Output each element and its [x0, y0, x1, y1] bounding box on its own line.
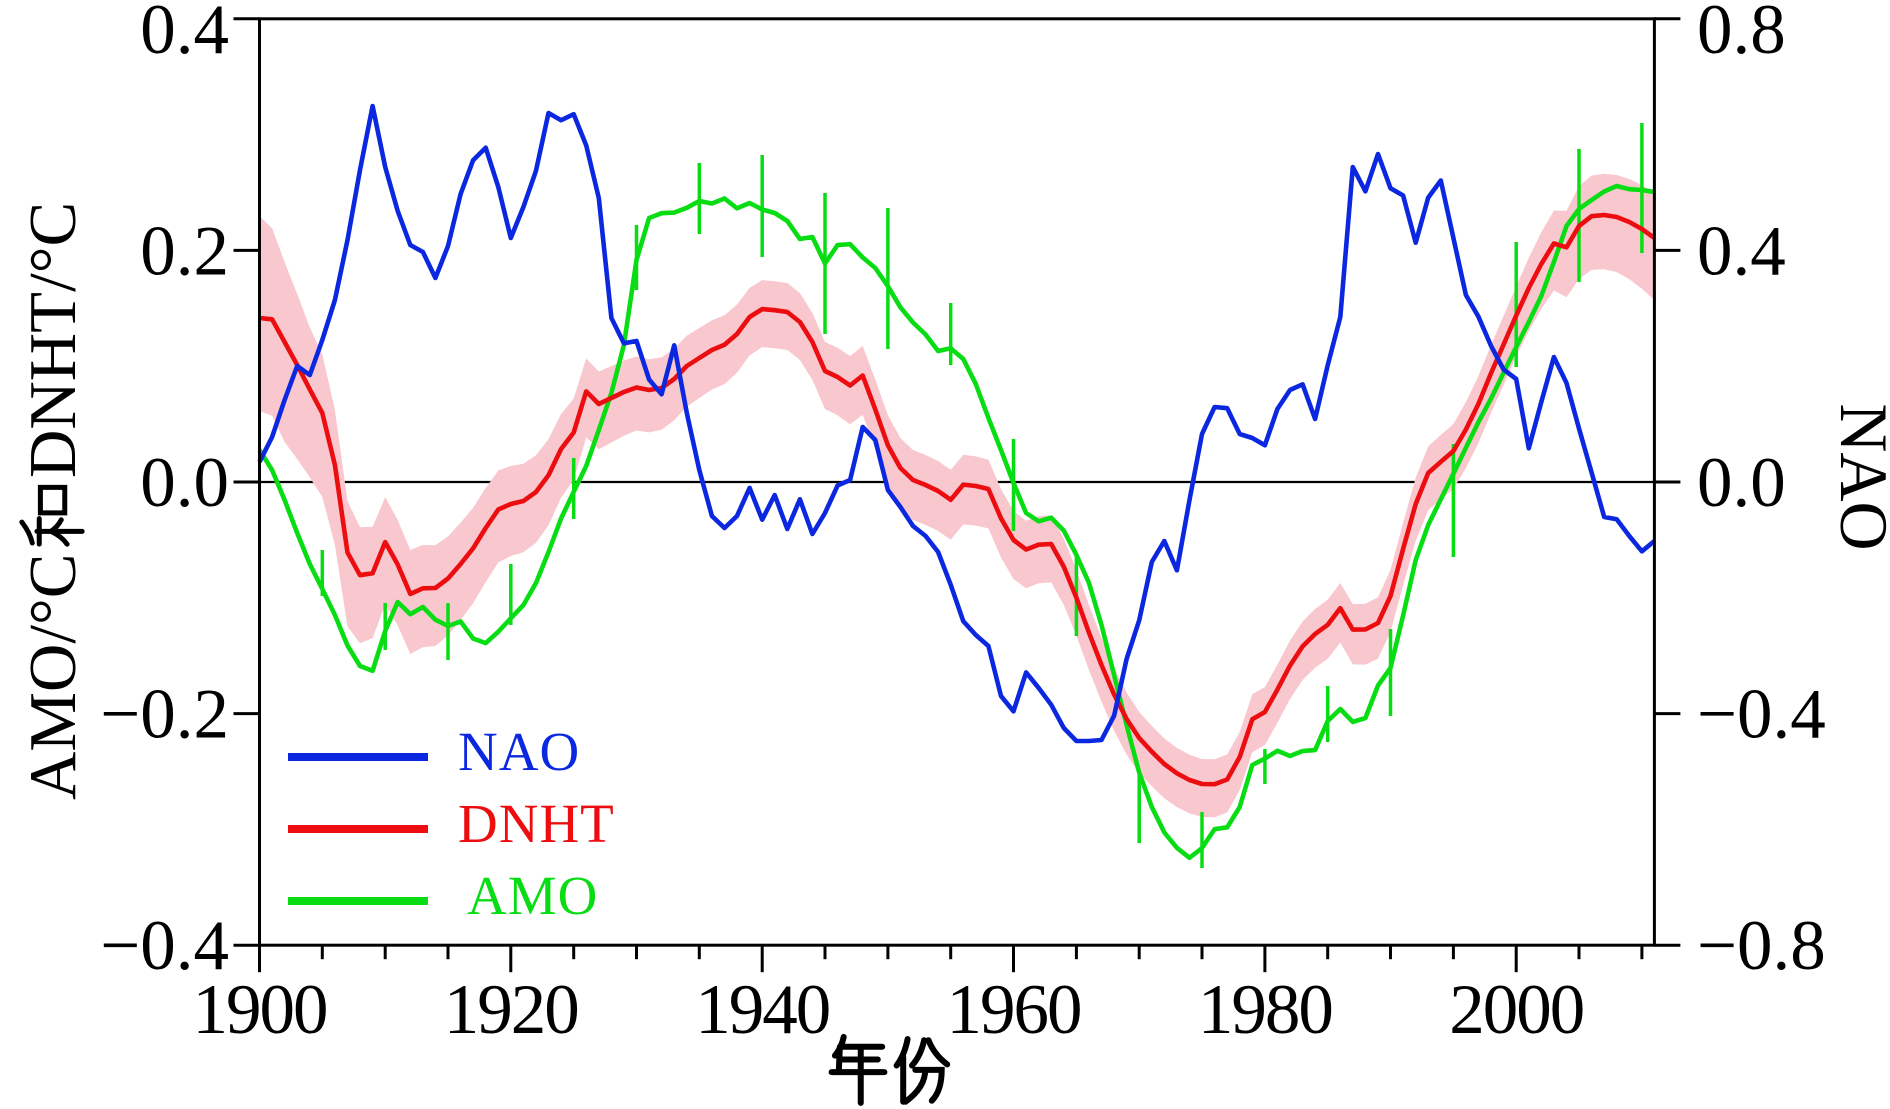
svg-text:−0.8: −0.8 — [1697, 907, 1826, 985]
svg-text:0.0: 0.0 — [140, 444, 229, 522]
svg-text:AMO/°C: AMO/°C — [16, 554, 90, 800]
svg-text:1920: 1920 — [444, 971, 578, 1049]
svg-text:2000: 2000 — [1449, 971, 1583, 1049]
svg-text:1980: 1980 — [1198, 971, 1332, 1049]
svg-text:1960: 1960 — [947, 971, 1081, 1049]
svg-text:−0.4: −0.4 — [100, 907, 229, 985]
svg-text:0.8: 0.8 — [1697, 0, 1786, 69]
svg-text:NAO: NAO — [458, 721, 580, 782]
svg-text:−0.2: −0.2 — [100, 676, 229, 754]
svg-text:1940: 1940 — [695, 971, 829, 1049]
svg-text:0.0: 0.0 — [1697, 444, 1786, 522]
svg-text:1900: 1900 — [193, 971, 327, 1049]
svg-text:NAO: NAO — [1826, 403, 1890, 550]
svg-text:DNHT/°C: DNHT/°C — [16, 202, 90, 478]
svg-text:0.2: 0.2 — [140, 212, 229, 290]
svg-text:0.4: 0.4 — [1697, 212, 1786, 290]
svg-text:0.4: 0.4 — [140, 0, 229, 69]
svg-text:AMO: AMO — [467, 865, 598, 926]
svg-text:−0.4: −0.4 — [1697, 676, 1826, 754]
svg-text:DNHT: DNHT — [458, 793, 615, 854]
